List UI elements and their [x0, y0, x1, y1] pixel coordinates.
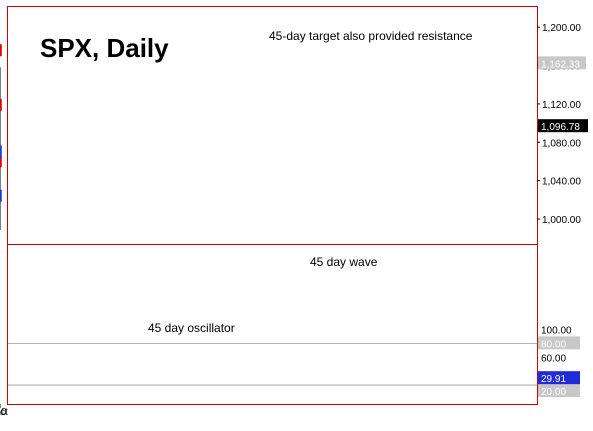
wave-label: 45 day wave	[310, 255, 378, 269]
oscillator-tick-label: 100.00	[541, 325, 572, 336]
last-price-tag-bg	[538, 119, 588, 133]
price-tick-label: 1,000.00	[542, 215, 581, 226]
x-tick-label: Oct	[0, 407, 8, 418]
upper-band-tag: 1,162.33	[541, 59, 580, 70]
oscillator-tick-label: 29.91	[541, 374, 566, 385]
price-tick-label: 1,200.00	[542, 23, 581, 34]
oscillator-tick-label: 20.00	[541, 387, 566, 398]
x-tick-label: '10	[0, 407, 7, 418]
oscillator-axis: 100.00 80.00 60.00 20.00 29.91	[538, 325, 580, 398]
price-tick-label: 1,040.00	[542, 177, 581, 188]
oscillator-tick-label: 60.00	[541, 353, 566, 364]
oscillator-tag-bg	[538, 384, 580, 398]
chart-title: SPX, Daily	[40, 33, 169, 63]
oscillator-tag-bg	[538, 336, 580, 350]
last-price-tag: 1,096.78	[541, 122, 580, 133]
target-note: 45-day target also provided resistance	[269, 29, 473, 43]
price-axis: 1,200.001,160.001,120.001,080.001,040.00…	[537, 23, 588, 226]
outer-frame	[7, 6, 538, 405]
x-axis: Oct'10	[0, 404, 8, 418]
price-tick-label: 1,120.00	[542, 100, 581, 111]
oscillator-panel	[8, 343, 537, 386]
upper-band-tag-bg	[538, 56, 586, 70]
price-tick-label: 1,080.00	[542, 138, 581, 149]
oscillator-tick-label: 80.00	[541, 339, 566, 350]
oscillator-tag-bg	[538, 371, 580, 385]
oscillator-label: 45 day oscillator	[148, 321, 235, 335]
